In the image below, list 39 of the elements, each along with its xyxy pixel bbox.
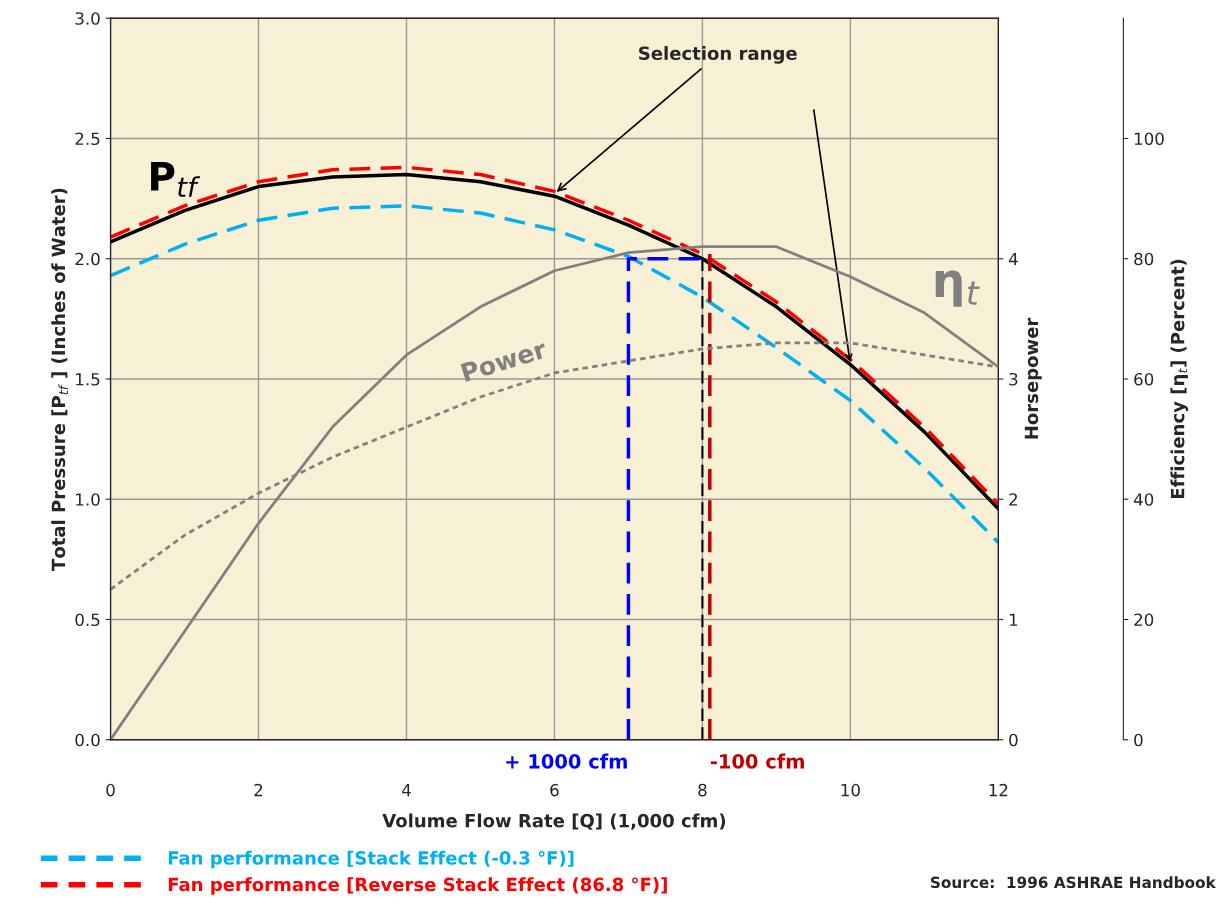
y-tick-label: 2.5 xyxy=(75,132,100,146)
y-tick-label: 2.0 xyxy=(75,252,100,266)
x-tick-label: 12 xyxy=(989,783,1008,797)
x-tick-label: 8 xyxy=(698,783,707,797)
annotation: + 1000 cfm xyxy=(506,753,627,769)
y3-tick-label: 20 xyxy=(1134,613,1154,627)
y2-axis-title: Horsepower xyxy=(1024,317,1042,439)
y3-axis-title: Efficiency [η$_{t}$] (Percent) xyxy=(1170,259,1189,499)
text: Fan performance [Reverse Stack Effect (86.8 °F)] xyxy=(168,877,667,895)
y-tick-label: 3.0 xyxy=(75,12,100,25)
annotation: -100 cfm xyxy=(710,753,804,769)
x-tick-label: 2 xyxy=(254,783,263,797)
x-axis-title: Volume Flow Rate [Q] (1,000 cfm) xyxy=(382,813,726,830)
x-tick-label: 6 xyxy=(550,783,559,797)
y-tick-label: 1.5 xyxy=(76,373,100,386)
y3-tick-label: 0 xyxy=(1134,733,1143,747)
series-label: P$_{tf}$ xyxy=(151,162,201,197)
y2-tick-label: 1 xyxy=(1009,613,1018,626)
y3-tick-label: 80 xyxy=(1134,252,1154,266)
y2-tick-label: 4 xyxy=(1008,252,1018,266)
y3-tick-label: 40 xyxy=(1133,493,1154,506)
y-tick-label: 0.5 xyxy=(75,613,100,627)
y-tick-label: 0.0 xyxy=(75,733,100,747)
y-axis-title: Total Pressure [P$_{tf}$ ] (Inches of Water) xyxy=(51,188,68,571)
y-tick-label: 1.0 xyxy=(76,493,100,506)
x-tick-label: 10 xyxy=(841,783,860,797)
annotation: Selection range xyxy=(639,46,797,64)
text: Fan performance [Stack Effect (-0.3 °F)] xyxy=(168,850,574,869)
y2-tick-label: 0 xyxy=(1009,733,1018,747)
text: Power xyxy=(460,339,548,383)
y3-tick-label: 60 xyxy=(1134,372,1154,386)
y2-tick-label: 2 xyxy=(1009,493,1018,506)
line-series xyxy=(110,204,999,545)
x-tick-label: 0 xyxy=(106,783,115,797)
series-label: η$_{t}$ xyxy=(935,270,980,307)
source-note: Source: 1996 ASHRAE Handbook xyxy=(930,876,1217,889)
y2-tick-label: 3 xyxy=(1009,372,1018,386)
x-tick-label: 4 xyxy=(401,783,411,797)
y3-tick-label: 100 xyxy=(1134,132,1164,146)
